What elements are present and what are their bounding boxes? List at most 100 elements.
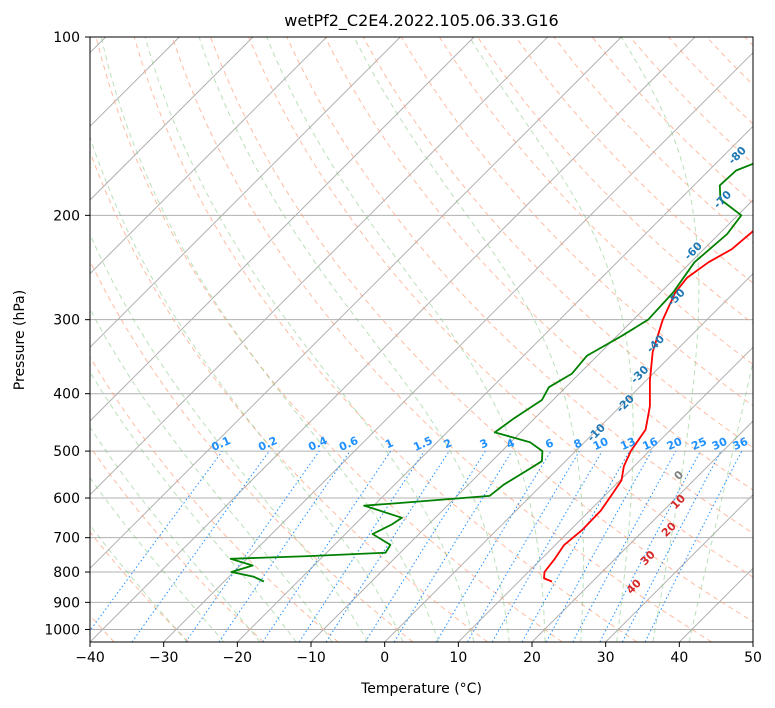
y-tick-label: 700 [53, 531, 80, 547]
dry-adiabat-line [133, 37, 638, 642]
mixing-ratio-line [393, 450, 513, 642]
mixing-ratio-label: 1 [383, 436, 395, 451]
isotherm-line [236, 125, 753, 642]
moist-adiabat-line [90, 232, 369, 642]
mixing-ratio-line [521, 450, 630, 642]
dry-adiabat-line [210, 37, 753, 623]
dry-adiabat-line [248, 37, 753, 578]
dry-adiabat-label: -20 [614, 392, 637, 415]
dry-adiabat-label: -30 [628, 363, 651, 386]
moist-adiabat-line [469, 37, 634, 642]
y-tick-label: 100 [53, 30, 80, 46]
moist-adiabat-label: 0 [672, 468, 687, 483]
mixing-ratio-line [90, 450, 223, 632]
mixing-ratio-label: 20 [665, 435, 685, 453]
dry-adiabat-line [90, 531, 190, 642]
dry-adiabat-line [744, 37, 753, 47]
temperature-profile-line [543, 229, 753, 583]
mixing-ratio-label: 10 [591, 435, 611, 453]
background-lines [0, 37, 753, 642]
mixing-ratio-label: 13 [618, 435, 637, 453]
x-tick-label: 30 [597, 650, 615, 666]
mixing-ratio-line [185, 450, 320, 642]
x-tick-label: −10 [296, 650, 326, 666]
x-tick-label: 20 [523, 650, 541, 666]
dry-adiabat-line [171, 37, 712, 642]
isotherm-line [163, 51, 753, 642]
isotherm-line [90, 37, 475, 422]
mixing-ratio-label: 3 [478, 436, 490, 451]
dry-adiabat-line [90, 445, 264, 642]
isotherm-line [90, 37, 549, 496]
reference-curve [0, 37, 2, 642]
isotherm-line [90, 37, 328, 275]
moist-adiabat-label: 30 [638, 548, 658, 568]
isotherm-line [457, 346, 753, 642]
dry-adiabat-label: -60 [682, 239, 705, 262]
mixing-ratio-line [298, 450, 425, 642]
isotherm-line [678, 567, 753, 642]
mixing-ratio-line [364, 450, 486, 642]
chart-title: wetPf2_C2E4.2022.105.06.33.G16 [284, 11, 558, 31]
mixing-ratio-label: 2 [442, 436, 454, 451]
x-tick-label: 0 [380, 650, 389, 666]
y-tick-label: 400 [53, 387, 80, 403]
dry-adiabat-label: -90 [749, 94, 772, 117]
isotherm-line [605, 493, 753, 642]
y-axis-label: Pressure (hPa) [12, 290, 28, 390]
dewpoint-profile-line [229, 162, 753, 583]
axis-ticks: −40 −30 −20 −10 0 10 20 30 40 5010020030040050060… [44, 30, 762, 666]
isotherm-line [310, 199, 753, 642]
dry-adiabat-line [90, 150, 488, 642]
moist-adiabat-line [144, 37, 475, 642]
x-tick-label: 50 [744, 650, 762, 666]
plot-frame [89, 36, 754, 643]
moist-adiabat-line [90, 135, 404, 642]
moist-adiabat-label: 40 [624, 576, 644, 596]
x-tick-label: −40 [75, 650, 105, 666]
x-axis-label: Temperature (°C) [360, 681, 482, 697]
moist-adiabat-line [100, 37, 439, 642]
moist-adiabat-line [353, 37, 584, 642]
isotherm-line [90, 37, 254, 201]
dry-adiabat-label: -80 [726, 144, 749, 167]
isotherm-line [90, 37, 696, 642]
dry-adiabat-line [90, 356, 339, 642]
mixing-ratio-line [325, 450, 450, 642]
dry-adiabat-line [706, 37, 753, 86]
mixing-ratio-line [572, 450, 677, 642]
dry-adiabat-line [668, 37, 753, 125]
profile-series [229, 162, 753, 583]
dry-adiabat-line [515, 37, 753, 284]
moist-adiabat-line [90, 476, 225, 642]
mixing-ratio-line [262, 450, 392, 642]
y-tick-label: 800 [53, 565, 80, 581]
dry-adiabat-line [591, 37, 753, 204]
x-tick-label: −20 [223, 650, 253, 666]
mixing-ratio-line [131, 450, 270, 642]
isotherm-line [90, 37, 622, 570]
isotherm-line [90, 37, 401, 349]
x-tick-label: 40 [670, 650, 688, 666]
mixing-ratio-line [599, 450, 701, 642]
moist-adiabat-line [90, 308, 333, 642]
moist-adiabat-line [620, 37, 700, 642]
mixing-ratio-line [218, 450, 351, 642]
mixing-ratio-label: 36 [731, 435, 751, 453]
x-tick-label: 10 [449, 650, 467, 666]
moist-adiabat-line [688, 358, 753, 642]
dry-adiabat-line [95, 37, 563, 642]
dry-adiabat-line [400, 37, 753, 407]
dry-adiabat-line [438, 37, 753, 366]
mixing-ratio-label: 25 [689, 435, 708, 453]
moist-adiabat-line [266, 37, 546, 642]
y-tick-label: 900 [53, 595, 80, 611]
mixing-ratio-label: 6 [543, 436, 556, 451]
y-tick-label: 200 [53, 208, 80, 224]
moist-adiabat-label: 20 [659, 519, 679, 539]
reference-line-labels: 0.10.20.40.611.52346810131620253036-100-… [209, 94, 772, 597]
isotherm-line [384, 272, 753, 642]
mixing-ratio-line [435, 450, 552, 642]
y-tick-label: 300 [53, 313, 80, 329]
mixing-ratio-label: 16 [641, 435, 661, 453]
